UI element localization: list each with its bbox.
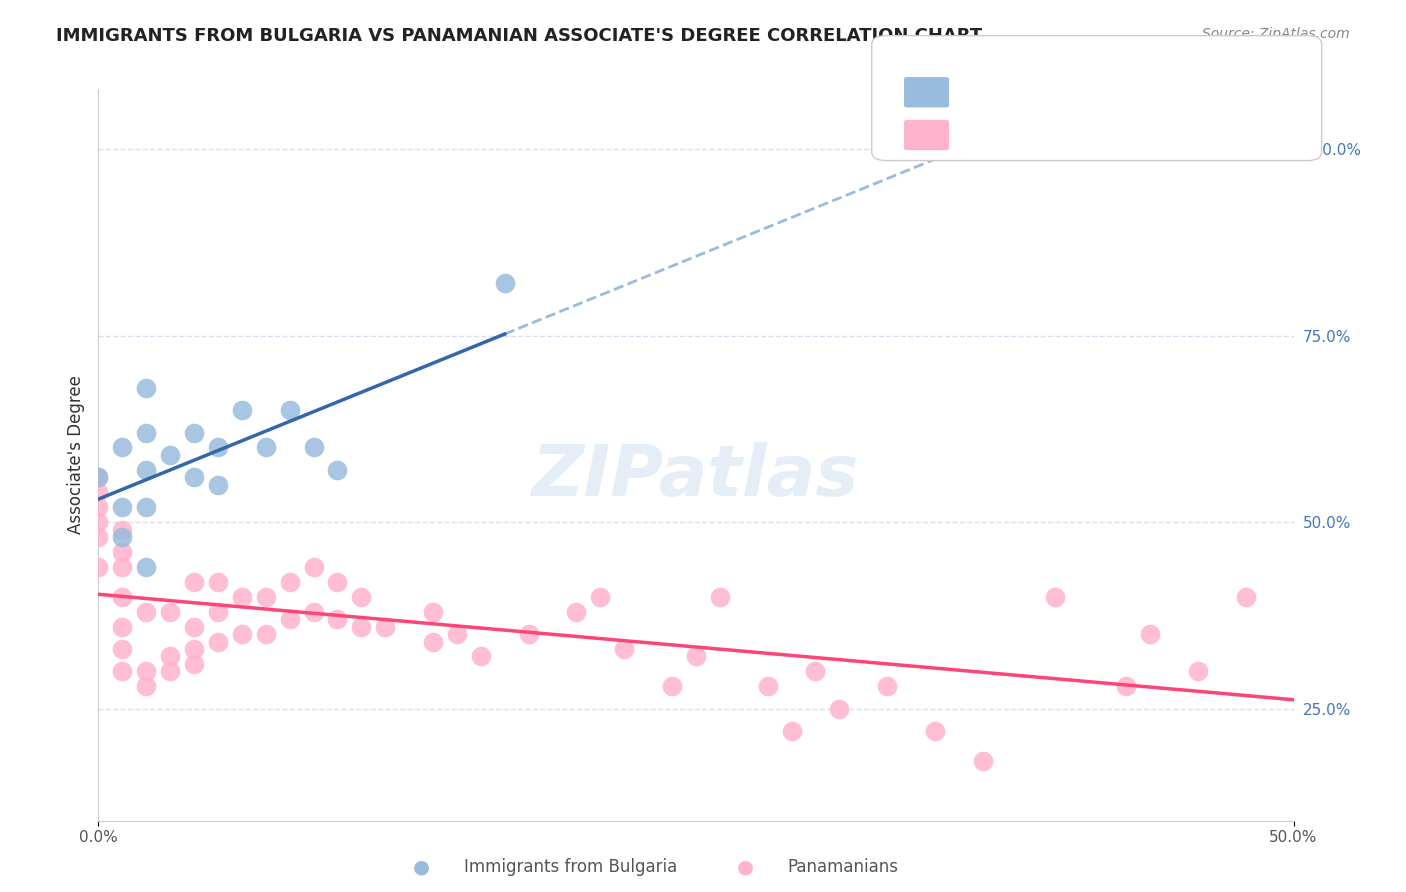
Point: [111, 642, 134, 657]
Point: [589, 590, 612, 604]
Point: [709, 590, 731, 604]
Text: -0.192: -0.192: [995, 127, 1060, 145]
Point: [422, 634, 444, 648]
Text: N =: N =: [1040, 127, 1092, 145]
Point: [135, 425, 157, 440]
Point: [828, 701, 851, 715]
Point: [1234, 590, 1257, 604]
Text: ●: ●: [737, 857, 754, 877]
Text: ●: ●: [413, 857, 430, 877]
Point: [278, 574, 301, 589]
Point: [446, 627, 468, 641]
Point: [231, 627, 253, 641]
Point: [159, 605, 181, 619]
Point: [302, 605, 325, 619]
Point: [326, 463, 349, 477]
Point: [111, 560, 134, 574]
Point: [159, 649, 181, 664]
Point: [470, 649, 492, 664]
Point: [876, 679, 898, 693]
Point: [1139, 627, 1161, 641]
Point: [87, 485, 110, 500]
Point: [1115, 679, 1137, 693]
Text: R =: R =: [952, 84, 991, 102]
Point: [207, 441, 229, 455]
Point: [207, 634, 229, 648]
Point: [924, 724, 946, 739]
Point: [613, 642, 636, 657]
Point: [254, 627, 277, 641]
Point: [87, 515, 110, 529]
Point: [87, 470, 110, 484]
Point: [183, 574, 205, 589]
Point: [254, 590, 277, 604]
Point: [780, 724, 803, 739]
Point: [972, 754, 994, 768]
Point: [159, 665, 181, 679]
Point: [207, 477, 229, 491]
Point: [135, 679, 157, 693]
Point: [350, 619, 373, 633]
Point: [374, 619, 396, 633]
Point: [302, 441, 325, 455]
Point: [111, 545, 134, 559]
Text: Source: ZipAtlas.com: Source: ZipAtlas.com: [1202, 27, 1350, 41]
Text: 20: 20: [1090, 84, 1115, 102]
Point: [661, 679, 683, 693]
Point: [87, 500, 110, 515]
Point: [183, 619, 205, 633]
Text: R =: R =: [952, 127, 991, 145]
Point: [111, 500, 134, 515]
Point: [183, 425, 205, 440]
Point: [207, 574, 229, 589]
Point: [350, 590, 373, 604]
Point: [422, 605, 444, 619]
Point: [111, 619, 134, 633]
Point: [685, 649, 707, 664]
Point: [135, 560, 157, 574]
Point: [804, 665, 827, 679]
Point: [1043, 590, 1066, 604]
Point: [326, 612, 349, 626]
Point: [111, 530, 134, 544]
Point: [159, 448, 181, 462]
Point: [278, 403, 301, 417]
Point: [278, 612, 301, 626]
Text: IMMIGRANTS FROM BULGARIA VS PANAMANIAN ASSOCIATE'S DEGREE CORRELATION CHART: IMMIGRANTS FROM BULGARIA VS PANAMANIAN A…: [56, 27, 983, 45]
Point: [111, 441, 134, 455]
Point: [494, 277, 516, 291]
Point: [135, 463, 157, 477]
Point: [207, 605, 229, 619]
Y-axis label: Associate's Degree: Associate's Degree: [66, 376, 84, 534]
Point: [111, 665, 134, 679]
Point: [231, 403, 253, 417]
Point: [135, 500, 157, 515]
Point: [302, 560, 325, 574]
Point: [87, 560, 110, 574]
Point: [231, 590, 253, 604]
Text: Panamanians: Panamanians: [787, 858, 898, 876]
Point: [565, 605, 588, 619]
Point: [254, 441, 277, 455]
Point: [517, 627, 540, 641]
Text: Immigrants from Bulgaria: Immigrants from Bulgaria: [464, 858, 678, 876]
Point: [326, 574, 349, 589]
Text: N =: N =: [1040, 84, 1092, 102]
Point: [135, 605, 157, 619]
Point: [1187, 665, 1209, 679]
Point: [183, 470, 205, 484]
Point: [111, 523, 134, 537]
Text: 62: 62: [1090, 127, 1115, 145]
Point: [135, 665, 157, 679]
Point: [183, 642, 205, 657]
Point: [756, 679, 779, 693]
Text: ZIPatlas: ZIPatlas: [533, 442, 859, 511]
Point: [87, 530, 110, 544]
Text: 0.203: 0.203: [995, 84, 1052, 102]
Point: [183, 657, 205, 671]
Point: [135, 381, 157, 395]
Point: [111, 590, 134, 604]
Point: [87, 470, 110, 484]
